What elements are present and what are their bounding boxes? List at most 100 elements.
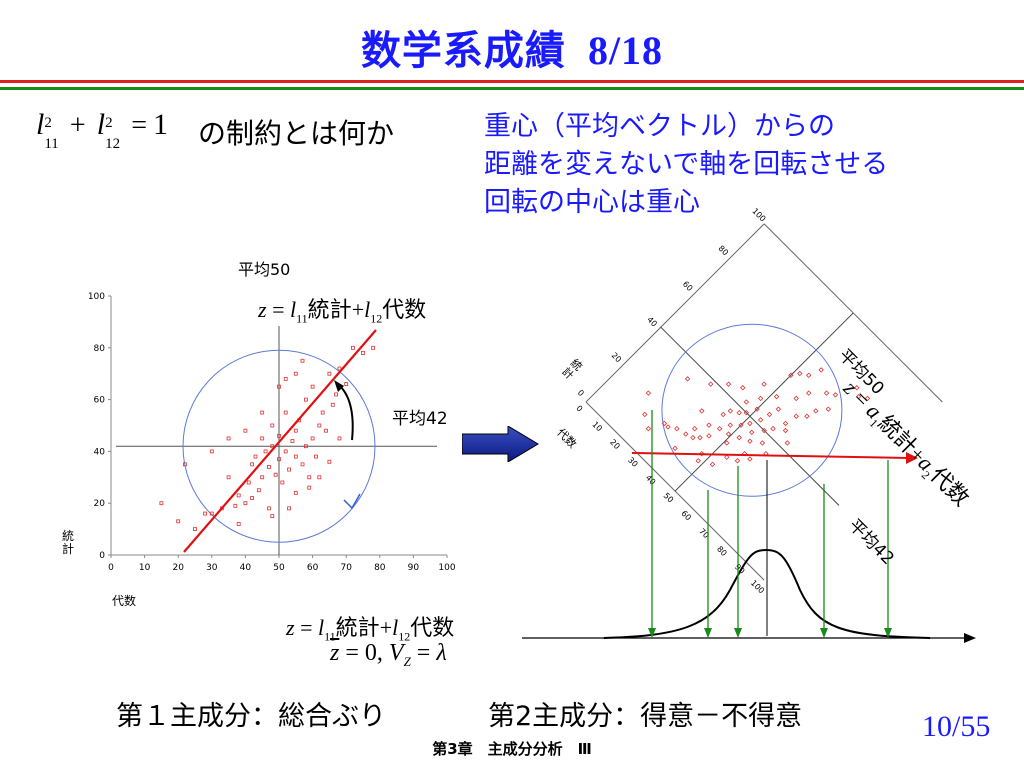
left-x-tick-label: 40	[240, 563, 252, 573]
right-data-point	[761, 381, 767, 387]
title-rule-red	[0, 80, 1024, 83]
right-data-point	[754, 406, 760, 412]
left-data-point	[250, 496, 255, 500]
left-data-point	[193, 527, 197, 531]
right-data-point	[864, 395, 871, 402]
right-data-point	[793, 395, 799, 402]
right-data-point	[708, 381, 714, 387]
left-data-point	[277, 433, 281, 438]
left-data-point	[314, 454, 318, 459]
left-rotation-arrowhead	[334, 380, 344, 392]
right-algebra-tick-label: 10	[590, 420, 604, 434]
explanation-line-1: 重心（平均ベクトル）からの	[484, 111, 835, 142]
right-data-point	[727, 422, 733, 428]
left-data-point	[250, 462, 255, 467]
left-data-point	[287, 506, 291, 511]
left-data-point	[300, 462, 305, 467]
left-data-point	[270, 444, 275, 449]
right-data-point	[775, 406, 782, 412]
right-data-point	[695, 458, 701, 464]
right-data-point	[747, 438, 753, 444]
right-algebra-tick-label: 70	[697, 527, 711, 541]
left-scatter-chart: 0 10 20 30 40 50 60 70 80 90 100 0 20 40 60 80 100	[88, 292, 456, 573]
right-stat-tick-label: 40	[645, 315, 659, 329]
right-algebra-tick-label: 0	[574, 404, 584, 414]
right-algebra-tick-label: 20	[608, 438, 622, 452]
right-data-point	[784, 440, 791, 446]
left-data-point	[287, 467, 291, 472]
transform-arrow-icon	[461, 425, 542, 466]
left-data-point	[270, 514, 275, 519]
right-algebra-tick-label: 40	[644, 473, 658, 487]
right-data-point	[645, 426, 652, 432]
right-data-point	[720, 411, 726, 418]
left-x-tick-label: 80	[374, 563, 386, 573]
right-data-point	[818, 367, 824, 373]
right-data-point	[747, 456, 753, 462]
right-data-point	[757, 395, 764, 402]
left-data-point	[209, 449, 214, 454]
right-data-point	[825, 406, 831, 412]
left-y-tick-label: 80	[94, 344, 106, 354]
left-data-point	[253, 454, 258, 459]
left-circle-arrow	[343, 493, 361, 510]
right-data-point	[823, 390, 830, 396]
right-data-point	[766, 411, 773, 418]
left-data-point	[246, 480, 251, 485]
right-principal-axis	[631, 452, 909, 459]
pc1-label: 第１主成分：総合ぶり	[116, 701, 386, 732]
left-data-point	[159, 501, 164, 506]
explanation-line-3: 回転の中心は重心	[484, 187, 700, 218]
left-data-point	[280, 480, 285, 485]
right-data-point	[832, 392, 839, 398]
left-data-point	[209, 511, 214, 516]
right-base-arrowhead	[964, 633, 976, 643]
right-algebra-tick-label: 100	[749, 578, 766, 595]
right-data-point	[665, 424, 671, 430]
left-data-point	[270, 423, 275, 428]
left-data-point	[236, 493, 241, 498]
right-data-point	[683, 431, 689, 437]
right-data-point	[813, 408, 819, 414]
left-data-point	[290, 439, 295, 443]
right-data-point	[788, 372, 794, 378]
left-data-point	[361, 351, 365, 355]
left-data-point	[243, 501, 248, 506]
left-data-point	[283, 449, 288, 454]
left-x-tick-label: 10	[139, 563, 151, 573]
right-data-point	[661, 420, 668, 427]
right-data-point	[699, 408, 705, 414]
left-data-point	[263, 449, 268, 454]
right-data-point	[782, 420, 789, 427]
left-data-point	[283, 376, 288, 381]
right-data-point	[672, 445, 678, 452]
right-data-point	[724, 440, 730, 446]
right-data-point	[690, 434, 696, 441]
left-data-point	[260, 410, 265, 415]
right-data-point	[770, 426, 776, 432]
right-data-point	[709, 461, 716, 468]
right-principal-arrowhead	[906, 452, 918, 464]
left-data-point	[337, 366, 342, 371]
left-data-point	[260, 436, 265, 441]
right-projection-arrowhead	[648, 628, 656, 638]
left-x-tick-label: 30	[206, 563, 218, 573]
left-data-point	[267, 506, 271, 511]
left-y-tick-label: 100	[88, 292, 105, 302]
left-data-point	[236, 522, 241, 526]
right-data-point	[706, 433, 712, 439]
left-data-point	[293, 428, 298, 433]
right-data-point	[782, 427, 789, 434]
right-data-point	[727, 408, 733, 414]
left-data-point	[320, 410, 325, 415]
right-data-point	[759, 440, 766, 446]
left-x-tick-label: 0	[108, 563, 114, 573]
right-data-point	[793, 413, 799, 419]
right-projection-arrowhead	[884, 628, 892, 638]
right-data-point	[642, 411, 648, 418]
right-data-point	[757, 417, 764, 423]
right-data-point	[706, 422, 712, 428]
left-data-point	[203, 511, 207, 516]
left-data-point	[293, 454, 298, 459]
right-data-point	[806, 372, 812, 378]
